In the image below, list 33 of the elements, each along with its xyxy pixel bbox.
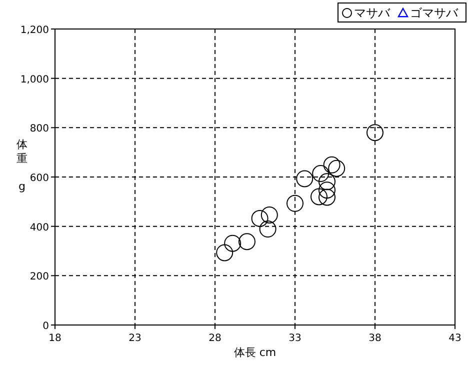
x-axis-title: 体長 cm bbox=[234, 346, 276, 359]
x-tick-label: 43 bbox=[448, 333, 462, 344]
y-tick-label: 1,200 bbox=[20, 25, 49, 36]
x-tick-label: 28 bbox=[208, 333, 222, 344]
x-tick-label: 38 bbox=[368, 333, 382, 344]
point bbox=[260, 206, 278, 224]
legend-label: ゴマサバ bbox=[410, 6, 459, 20]
point bbox=[216, 244, 234, 262]
y-tick-label: 800 bbox=[30, 124, 49, 135]
y-tick-label: 200 bbox=[30, 272, 49, 283]
x-tick-label: 33 bbox=[288, 333, 302, 344]
point bbox=[296, 170, 314, 188]
point bbox=[286, 194, 304, 212]
point bbox=[318, 173, 336, 190]
legend-label: マサバ bbox=[354, 6, 391, 20]
point bbox=[238, 233, 256, 250]
x-tick-label: 18 bbox=[48, 333, 62, 344]
y-tick-label: 0 bbox=[42, 321, 49, 332]
point bbox=[318, 182, 336, 199]
point bbox=[251, 210, 268, 227]
point bbox=[310, 188, 328, 206]
y-tick-label: 600 bbox=[30, 173, 49, 184]
y-tick-label: 400 bbox=[30, 222, 49, 234]
y-tick-label: 1,000 bbox=[20, 74, 49, 86]
point bbox=[366, 124, 384, 142]
point bbox=[224, 234, 242, 252]
point bbox=[259, 220, 276, 238]
point bbox=[328, 160, 346, 177]
text: 体重 g bbox=[16, 138, 28, 193]
point bbox=[318, 188, 336, 206]
point bbox=[312, 165, 330, 182]
x-tick-label: 23 bbox=[128, 333, 142, 344]
point bbox=[323, 156, 340, 174]
